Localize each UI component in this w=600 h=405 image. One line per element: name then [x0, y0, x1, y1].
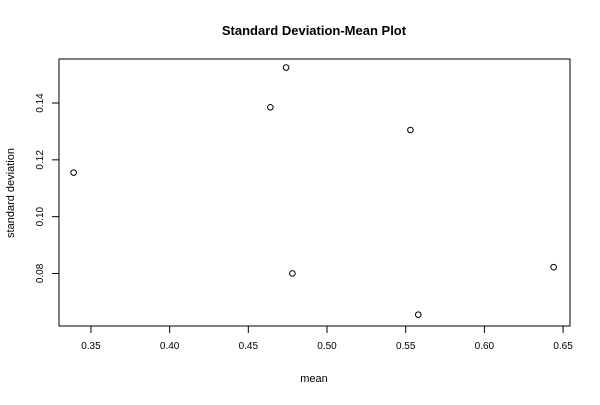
data-point — [407, 126, 414, 134]
plot-frame — [58, 58, 571, 327]
y-axis-label: standard deviation — [5, 148, 17, 238]
x-tick-label: 0.40 — [160, 341, 180, 352]
x-tick-label: 0.45 — [239, 341, 259, 352]
data-point — [70, 169, 77, 176]
data-point — [289, 270, 296, 277]
chart-title: Standard Deviation-Mean Plot — [222, 23, 407, 38]
y-tick-label: 0.10 — [35, 206, 46, 226]
data-point — [414, 311, 422, 318]
data-point — [282, 64, 290, 71]
data-point — [267, 103, 274, 111]
y-tick-label: 0.08 — [35, 263, 46, 283]
y-tick-label: 0.14 — [35, 93, 46, 113]
y-axis: 0.08 0.10 0.12 0.14 — [35, 93, 60, 283]
x-tick-label: 0.35 — [81, 341, 101, 352]
data-points — [70, 64, 557, 318]
x-tick-label: 0.60 — [475, 341, 495, 352]
x-axis-label: mean — [300, 373, 328, 385]
y-tick-label: 0.12 — [35, 150, 46, 170]
x-tick-label: 0.55 — [396, 341, 416, 352]
x-tick-label: 0.50 — [317, 341, 337, 352]
data-point — [550, 263, 557, 271]
x-tick-label: 0.65 — [553, 341, 573, 352]
x-axis: 0.35 0.40 0.45 0.50 0.55 0.60 0.65 — [81, 325, 573, 352]
